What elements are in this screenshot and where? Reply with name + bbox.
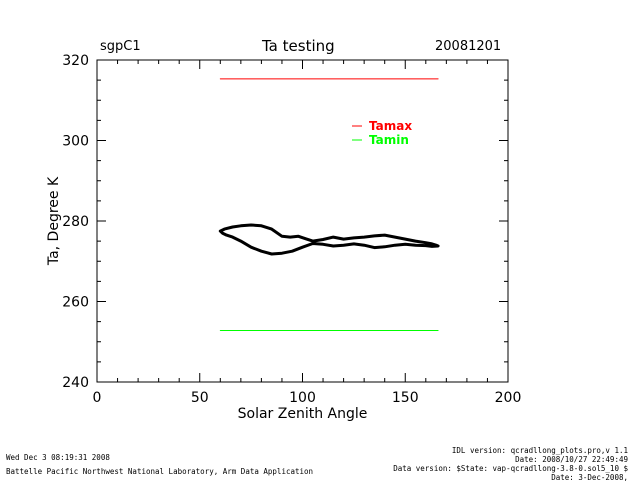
x-axis-label: Solar Zenith Angle xyxy=(238,406,368,422)
y-tick-label: 240 xyxy=(62,375,89,391)
x-tick-label: 150 xyxy=(392,390,419,406)
footer-data-version: Data version: $State: vap-qcradllong-3.8… xyxy=(393,464,628,473)
footer-timestamp: Wed Dec 3 08:19:31 2008 xyxy=(6,453,110,462)
date-label: 20081201 xyxy=(435,39,502,54)
legend-label-tamax: Tamax xyxy=(369,119,412,133)
y-tick-label: 300 xyxy=(62,134,89,150)
site-label: sgpC1 xyxy=(100,39,141,54)
y-axis-label: Ta, Degree K xyxy=(46,176,62,266)
footer-run-date: Date: 3-Dec-2008, xyxy=(551,473,628,482)
x-tick-label: 0 xyxy=(93,390,102,406)
series-layer xyxy=(218,78,440,331)
y-tick-label: 320 xyxy=(62,53,89,69)
plot-frame xyxy=(96,59,509,383)
footer-organization: Battelle Pacific Northwest National Labo… xyxy=(6,467,314,476)
footer-file-date: Date: 2008/10/27 22:49:49 xyxy=(515,455,628,464)
y-tick-label: 260 xyxy=(62,295,89,311)
series-ta-line xyxy=(218,223,440,256)
axis-ticks: 0 50 100 150 200 240 260 280 300 320 Solar Zenith … xyxy=(46,53,521,422)
chart-title: Ta testing xyxy=(262,37,335,55)
y-tick-label: 280 xyxy=(62,214,89,230)
footer-idl-version: IDL version: qcradllong_plots.pro,v 1.1 xyxy=(451,446,628,455)
legend-label-tamin: Tamin xyxy=(369,133,409,147)
x-tick-label: 100 xyxy=(289,390,316,406)
x-tick-label: 200 xyxy=(495,390,522,406)
x-tick-label: 50 xyxy=(191,390,209,406)
